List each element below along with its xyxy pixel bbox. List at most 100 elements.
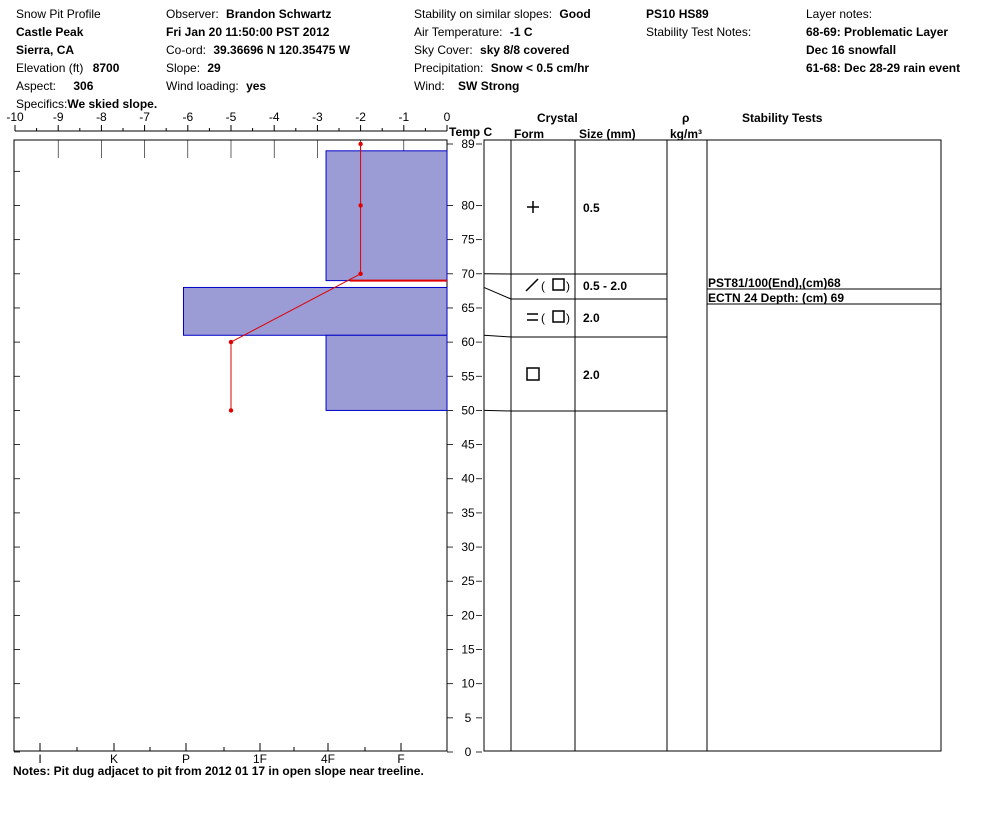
elevation-label: Elevation (ft) [16, 61, 84, 75]
layer-notes-label: Layer notes: [806, 7, 873, 21]
crystal-table-frame [483, 139, 942, 752]
elevation: Elevation (ft) 8700 [16, 61, 119, 75]
crystal-layer-connector [483, 334, 512, 338]
temp-tick-label: -6 [182, 110, 193, 124]
height-tick-label: 65 [461, 301, 475, 315]
air-temp-label: Air Temperature: [414, 25, 503, 39]
observer: Observer: Brandon Schwartz [166, 7, 331, 21]
sky-label: Sky Cover: [414, 43, 473, 57]
elevation-value: 8700 [92, 61, 120, 75]
slope: Slope: 29 [166, 61, 221, 75]
layer-note-2: Dec 16 snowfall [806, 43, 897, 57]
layer-note-3: 61-68: Dec 28-29 rain event [806, 61, 961, 75]
wind: Wind: SW Strong [414, 79, 519, 93]
profile-title: Snow Pit Profile [16, 7, 101, 21]
observer-label: Observer: [166, 7, 219, 21]
crystal-size: 2.0 [583, 368, 600, 382]
height-tick-label: 35 [461, 506, 475, 520]
form-header: Form [514, 127, 544, 141]
temperature-point [358, 203, 363, 208]
form-square [552, 310, 565, 323]
air-temp: Air Temperature: -1 C [414, 25, 533, 39]
stability-test-entry: PST81/100(End),(cm)68 [708, 276, 841, 290]
wind-loading-value: yes [246, 79, 267, 93]
height-tick-label: 45 [461, 438, 475, 452]
height-tick-label: 50 [461, 403, 475, 417]
temperature-point [228, 408, 234, 413]
temp-tick-label: -8 [96, 110, 107, 124]
temperature-point [358, 141, 363, 147]
temperature-point [358, 271, 363, 276]
stability-label: Stability on similar slopes: [414, 7, 553, 21]
hardness-layer-bar [182, 286, 448, 336]
height-tick-label: 40 [461, 472, 475, 486]
form-paren-open: ( [541, 311, 545, 325]
aspect: Aspect: 306 [16, 79, 93, 93]
height-tick-label: 20 [461, 608, 475, 622]
hardness-layer-bar [325, 150, 448, 282]
height-tick-label: 15 [461, 643, 475, 657]
temp-tick-label: 0 [444, 110, 451, 124]
sky-cover: Sky Cover: sky 8/8 covered [414, 43, 569, 57]
coord-label: Co-ord: [166, 43, 207, 57]
hardness-tick-label: 4F [321, 752, 335, 766]
crystal-layer-connector [483, 409, 512, 412]
form-paren-open: ( [541, 279, 545, 293]
ps-hs: PS10 HS89 [646, 7, 709, 21]
location: Castle Peak [16, 25, 84, 39]
wind-value: SW Strong [458, 79, 520, 93]
height-tick-label: 10 [461, 677, 475, 691]
slope-value: 29 [207, 61, 221, 75]
air-temp-value: -1 C [509, 25, 533, 39]
form-square [526, 367, 540, 381]
sky-value: sky 8/8 covered [480, 43, 570, 57]
temp-tick-label: -1 [398, 110, 409, 124]
temp-tick-label: -4 [269, 110, 280, 124]
hardness-tick-label: 1F [253, 752, 267, 766]
temp-tick-label: -9 [53, 110, 64, 124]
height-tick-label: 70 [461, 267, 475, 281]
size-header: Size (mm) [579, 127, 636, 141]
height-tick-label: 30 [461, 540, 475, 554]
height-tick-label: 75 [461, 233, 475, 247]
specifics-label: Specifics: [16, 97, 68, 111]
aspect-label: Aspect: [16, 79, 57, 93]
temp-tick-label: -5 [226, 110, 237, 124]
notes: Notes: Pit dug adjacet to pit from 2012 … [13, 764, 424, 778]
hardness-plot-frame [13, 139, 448, 752]
specifics: Specifics:We skied slope. [16, 97, 157, 111]
precipitation: Precipitation: Snow < 0.5 cm/hr [414, 61, 589, 75]
height-tick-label: 0 [465, 745, 472, 759]
coord: Co-ord: 39.36696 N 120.35475 W [166, 43, 350, 57]
height-tick-label: 5 [465, 711, 472, 725]
crystal-header: Crystal [537, 111, 578, 125]
temperature-point [228, 339, 234, 345]
height-tick-label: 55 [461, 369, 475, 383]
wind-loading: Wind loading: yes [166, 79, 266, 93]
temp-tick-label: -7 [139, 110, 150, 124]
wind-label: Wind: [414, 79, 445, 93]
hardness-tick-label: K [110, 752, 118, 766]
precip-label: Precipitation: [414, 61, 484, 75]
stability-similar: Stability on similar slopes: Good [414, 7, 591, 21]
crystal-size: 0.5 [583, 201, 600, 215]
layer-note-1: 68-69: Problematic Layer [806, 25, 949, 39]
height-tick-label: 80 [461, 198, 475, 212]
observer-value: Brandon Schwartz [226, 7, 332, 21]
datetime: Fri Jan 20 11:50:00 PST 2012 [166, 25, 330, 39]
form-paren-close: ) [566, 279, 570, 293]
hardness-layer-bar [325, 334, 448, 411]
form-paren-close: ) [566, 311, 570, 325]
precip-value: Snow < 0.5 cm/hr [490, 61, 590, 75]
form-slash [525, 278, 539, 292]
crystal-size: 2.0 [583, 311, 600, 325]
crystal-layer-connector [483, 287, 512, 300]
slope-label: Slope: [166, 61, 201, 75]
stability-tests-header: Stability Tests [742, 111, 823, 125]
coord-value: 39.36696 N 120.35475 W [213, 43, 351, 57]
hardness-tick-label: P [182, 752, 190, 766]
stability-test-notes-label: Stability Test Notes: [646, 25, 752, 39]
stability-value: Good [559, 7, 591, 21]
form-square [552, 278, 565, 291]
